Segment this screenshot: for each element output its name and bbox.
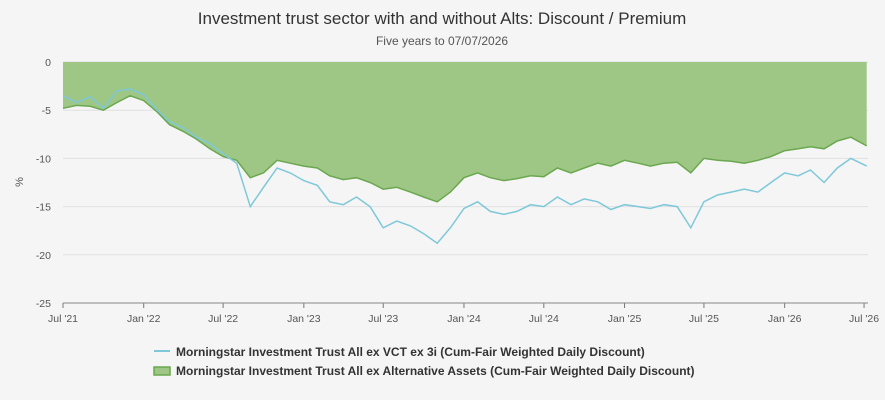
y-tick-label: -20 (36, 250, 51, 262)
chart-title: Investment trust sector with and without… (198, 9, 686, 28)
y-tick-label: -15 (36, 202, 51, 214)
x-tick-label: Jul '22 (208, 313, 238, 325)
x-tick-label: Jul '23 (368, 313, 398, 325)
x-tick-label: Jan '26 (768, 313, 802, 325)
y-axis-label: % (14, 177, 26, 187)
series-layer (62, 62, 868, 245)
legend-label-series2: Morningstar Investment Trust All ex Alte… (176, 364, 695, 378)
x-tick-label: Jan '22 (127, 313, 161, 325)
x-tick-label: Jul '25 (689, 313, 719, 325)
legend-label-series1: Morningstar Investment Trust All ex VCT … (176, 345, 645, 359)
y-tick-label: -25 (36, 298, 51, 310)
x-tick-label: Jan '23 (287, 313, 321, 325)
x-tick-label: Jul '26 (849, 313, 879, 325)
legend-swatch-series2 (153, 366, 171, 376)
x-tick-label: Jul '21 (48, 313, 78, 325)
series2-area (63, 62, 867, 202)
y-tick-label: -5 (42, 105, 51, 117)
axes: 0 -5 -10 -15 -20 -25 Jul '21 Jan '22 Jul '22 Jan … (36, 57, 879, 325)
x-tick-label: Jul '24 (529, 313, 559, 325)
legend: Morningstar Investment Trust All ex VCT … (153, 345, 695, 378)
x-tick-label: Jan '24 (447, 313, 481, 325)
series1-line (62, 88, 868, 245)
y-tick-label: -10 (36, 153, 51, 165)
legend-item-series2[interactable]: Morningstar Investment Trust All ex Alte… (153, 364, 695, 378)
legend-item-series1[interactable]: Morningstar Investment Trust All ex VCT … (154, 345, 645, 359)
y-tick-label: 0 (45, 57, 51, 69)
x-tick-label: Jan '25 (608, 313, 642, 325)
series2-line (62, 94, 868, 203)
chart-subtitle: Five years to 07/07/2026 (376, 34, 508, 48)
